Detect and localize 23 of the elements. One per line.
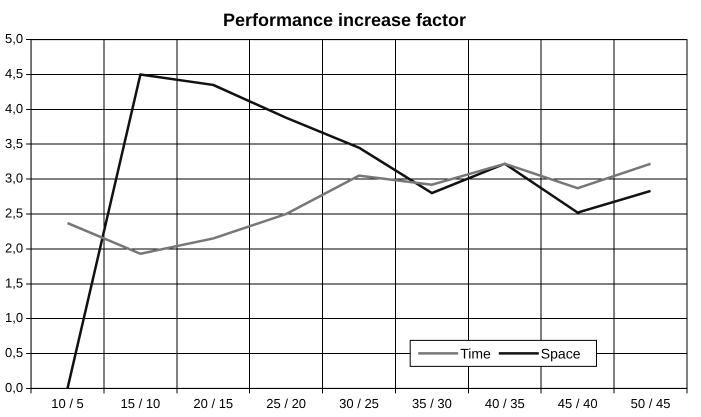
y-tick-label: 1,5 (4, 275, 24, 290)
y-tick-label: 2,5 (4, 206, 24, 221)
legend-label: Space (540, 345, 581, 362)
x-tick-label: 45 / 40 (558, 396, 598, 411)
y-tick-label: 4,0 (4, 100, 24, 116)
x-tick-label: 25 / 20 (266, 396, 306, 411)
x-tick-label: 35 / 30 (412, 396, 452, 411)
x-tick-label: 10 / 5 (51, 396, 84, 411)
y-tick-label: 0,0 (4, 380, 24, 395)
x-tick-label: 15 / 10 (120, 396, 160, 411)
y-tick-label: 1,0 (4, 310, 24, 326)
legend-label: Time (460, 345, 491, 362)
x-tick-label: 50 / 45 (630, 396, 670, 411)
y-tick-label: 3,5 (4, 136, 24, 151)
x-tick-label: 30 / 25 (339, 396, 379, 411)
y-tick-label: 5,0 (4, 31, 24, 46)
y-tick-label: 3,0 (4, 170, 24, 186)
y-tick-label: 2,0 (4, 240, 24, 256)
y-tick-label: 0,5 (4, 345, 24, 360)
chart-title: Performance increase factor (222, 10, 466, 30)
y-tick-label: 4,5 (4, 66, 24, 82)
x-tick-label: 40 / 35 (484, 396, 525, 411)
x-tick-label: 20 / 15 (193, 396, 234, 411)
